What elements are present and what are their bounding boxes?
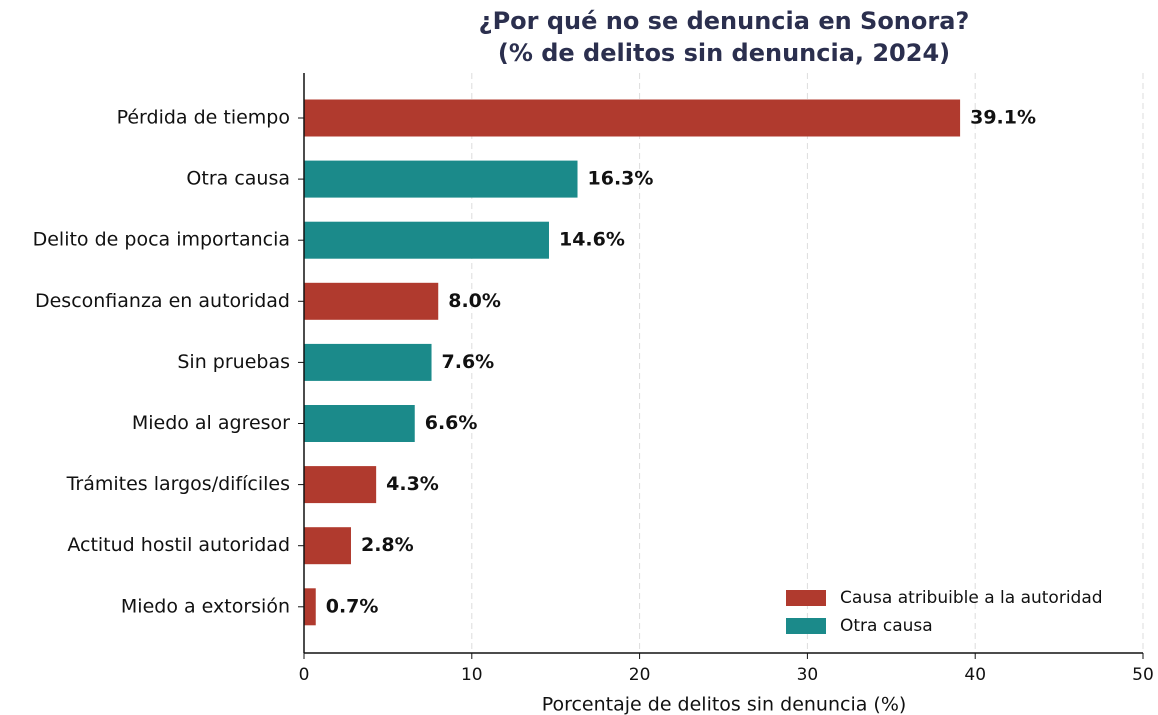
y-tick-label: Otra causa [186, 168, 290, 190]
x-tick-label: 20 [629, 665, 651, 685]
value-label: 2.8% [361, 534, 414, 556]
y-tick-label: Pérdida de tiempo [117, 107, 290, 129]
bar [304, 99, 961, 137]
x-axis-label: Porcentaje de delitos sin denuncia (%) [542, 694, 907, 715]
value-label: 14.6% [559, 229, 625, 251]
x-tick-label: 10 [461, 665, 483, 685]
x-tick-label: 40 [964, 665, 986, 685]
y-tick-label: Actitud hostil autoridad [67, 534, 290, 556]
x-tick-label: 0 [299, 665, 310, 685]
legend-label: Otra causa [840, 616, 933, 636]
bar [304, 221, 549, 259]
x-tick-label: 50 [1132, 665, 1154, 685]
bar [304, 282, 439, 320]
bar [304, 588, 316, 626]
value-label: 4.3% [386, 473, 439, 495]
bar [304, 160, 578, 198]
y-tick-label: Desconfianza en autoridad [35, 290, 290, 312]
legend-swatch [786, 618, 826, 634]
y-tick-label: Trámites largos/difíciles [66, 473, 290, 495]
chart-title: ¿Por qué no se denuncia en Sonora? [479, 7, 970, 35]
y-tick-label: Miedo al agresor [132, 412, 290, 434]
value-label: 8.0% [448, 290, 501, 312]
value-label: 6.6% [425, 412, 478, 434]
value-label: 39.1% [970, 107, 1036, 129]
y-tick-label: Miedo a extorsión [121, 595, 290, 617]
legend-label: Causa atribuible a la autoridad [840, 588, 1103, 608]
y-tick-label: Sin pruebas [177, 351, 290, 373]
value-label: 0.7% [326, 595, 379, 617]
bar [304, 466, 377, 504]
x-tick-label: 30 [797, 665, 819, 685]
bar [304, 527, 351, 565]
bar [304, 343, 432, 381]
chart-subtitle: (% de delitos sin denuncia, 2024) [498, 39, 950, 67]
value-label: 7.6% [442, 351, 495, 373]
y-tick-label: Delito de poca importancia [33, 229, 290, 251]
bar [304, 405, 415, 442]
legend-swatch [786, 590, 826, 606]
value-label: 16.3% [588, 168, 654, 190]
